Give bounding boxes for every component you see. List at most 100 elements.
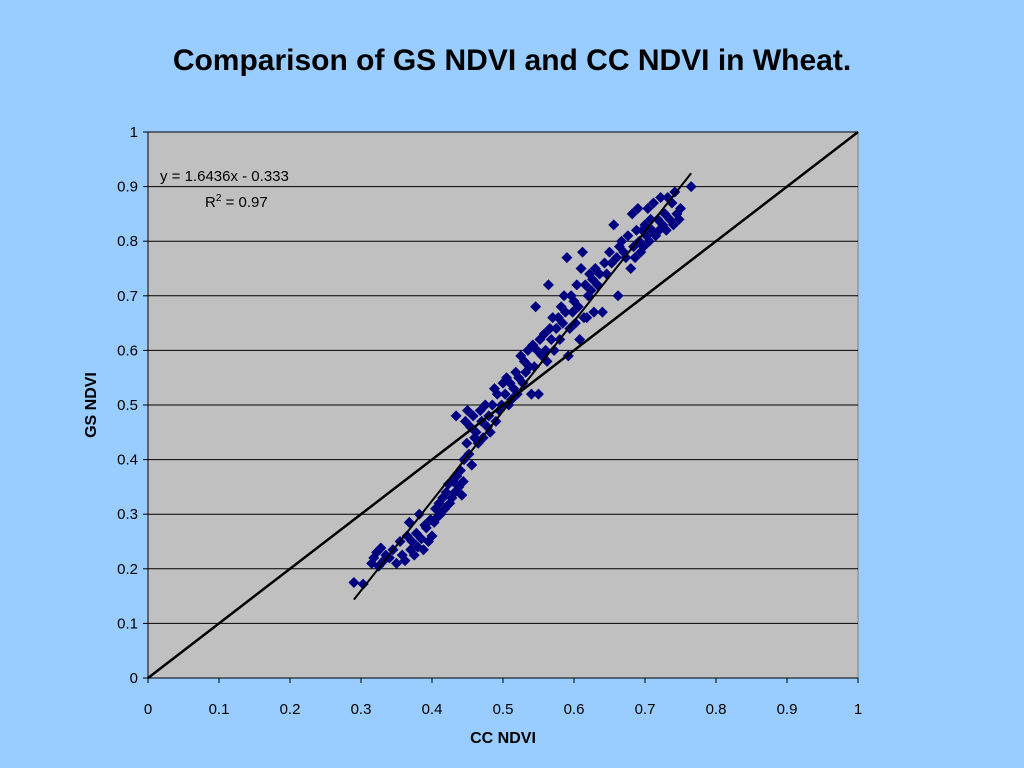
data-point: [642, 202, 654, 214]
data-point: [550, 323, 562, 335]
r-squared-value: = 0.97: [221, 194, 267, 211]
data-point: [594, 268, 606, 280]
y-tick-label: 0.3: [117, 506, 138, 523]
data-point: [499, 388, 511, 400]
data-point: [538, 328, 550, 340]
data-point: [596, 306, 608, 318]
y-tick-label: 0.1: [117, 615, 138, 632]
data-point: [533, 388, 544, 400]
data-point: [357, 578, 369, 590]
trendline: [353, 172, 692, 601]
x-tick-label: 0.9: [777, 701, 798, 718]
x-tick-label: 0.5: [493, 701, 514, 718]
data-point: [632, 202, 644, 214]
data-point: [569, 317, 581, 329]
data-point: [440, 486, 452, 498]
data-point: [604, 246, 615, 258]
x-axis-label: CC NDVI: [470, 730, 536, 747]
y-tick-labels: 0 0.1 0.2 0.3 0.4 0.5 0.6 0.7 0.8 0.9 1: [117, 124, 138, 687]
data-point: [544, 323, 556, 335]
data-point: [673, 213, 685, 225]
data-point: [470, 426, 482, 438]
y-tick-label: 0: [130, 670, 138, 687]
data-point: [608, 219, 620, 231]
data-point: [547, 312, 559, 324]
data-point: [577, 246, 589, 258]
data-point: [629, 252, 641, 264]
data-point: [413, 508, 425, 520]
data-point: [572, 301, 584, 313]
data-point: [685, 181, 697, 193]
data-point: [525, 388, 537, 400]
slide-title: Comparison of GS NDVI and CC NDVI in Whe…: [172, 44, 852, 77]
data-point: [588, 306, 600, 318]
data-point: [643, 235, 655, 247]
data-point: [579, 279, 591, 291]
y-tick-label: 0.8: [117, 233, 138, 250]
data-point: [561, 252, 573, 264]
r-squared-symbol: R: [205, 194, 216, 211]
data-point: [638, 241, 650, 253]
data-point: [406, 536, 418, 547]
x-tick-label: 0.1: [209, 701, 230, 718]
data-point: [599, 257, 611, 269]
x-tick-label: 0.6: [564, 701, 585, 718]
data-point: [558, 290, 570, 302]
y-tick-label: 1: [130, 124, 138, 141]
y-tick-label: 0.7: [117, 288, 138, 305]
data-point: [399, 555, 411, 567]
y-tick-label: 0.6: [117, 342, 138, 359]
data-point: [383, 552, 395, 564]
data-point: [464, 421, 476, 433]
data-point: [426, 530, 438, 542]
data-point: [542, 279, 554, 291]
axes: [143, 131, 859, 683]
x-tick-label: 1: [854, 701, 862, 718]
data-point: [466, 459, 478, 471]
data-point: [530, 301, 542, 313]
data-point: [575, 263, 587, 274]
data-point: [417, 544, 429, 556]
data-point: [630, 224, 642, 236]
data-point: [517, 377, 529, 389]
data-point: [375, 542, 387, 554]
data-point: [581, 312, 593, 324]
y-tick-label: 0.9: [117, 179, 138, 196]
data-point: [675, 202, 686, 214]
data-point: [408, 549, 420, 561]
data-point: [612, 290, 624, 302]
data-point: [571, 279, 583, 291]
data-point: [457, 475, 469, 487]
data-point: [585, 284, 597, 296]
x-tick-labels: 0 0.1 0.2 0.3 0.4 0.5 0.6 0.7 0.8 0.9 1: [144, 701, 862, 718]
data-point: [626, 208, 638, 220]
data-point: [648, 197, 660, 209]
y-tick-label: 0.4: [117, 452, 138, 469]
gridlines: [148, 131, 858, 624]
x-tick-label: 0.3: [351, 701, 372, 718]
data-point: [545, 333, 557, 345]
data-point: [391, 557, 402, 569]
trendline-equation: y = 1.6436x - 0.333: [160, 168, 289, 185]
y-tick-label: 0.5: [117, 397, 138, 414]
x-tick-label: 0.4: [422, 701, 443, 718]
y-axis-label: GS NDVI: [83, 372, 100, 438]
data-point: [655, 192, 667, 204]
data-point: [660, 224, 672, 236]
data-point: [462, 404, 473, 416]
data-point: [574, 333, 586, 345]
data-point: [467, 410, 479, 422]
x-tick-label: 0: [144, 701, 152, 718]
data-point: [420, 522, 432, 534]
x-tick-label: 0.7: [635, 701, 656, 718]
r-squared-label: R2 = 0.97: [205, 193, 268, 211]
data-point: [491, 388, 503, 400]
reference-line-1to1: [147, 131, 859, 679]
data-point: [548, 344, 560, 356]
data-point: [461, 437, 473, 449]
data-point: [479, 399, 491, 411]
data-point: [450, 410, 462, 422]
r-squared-superscript: 2: [216, 193, 222, 204]
data-point: [559, 306, 571, 318]
